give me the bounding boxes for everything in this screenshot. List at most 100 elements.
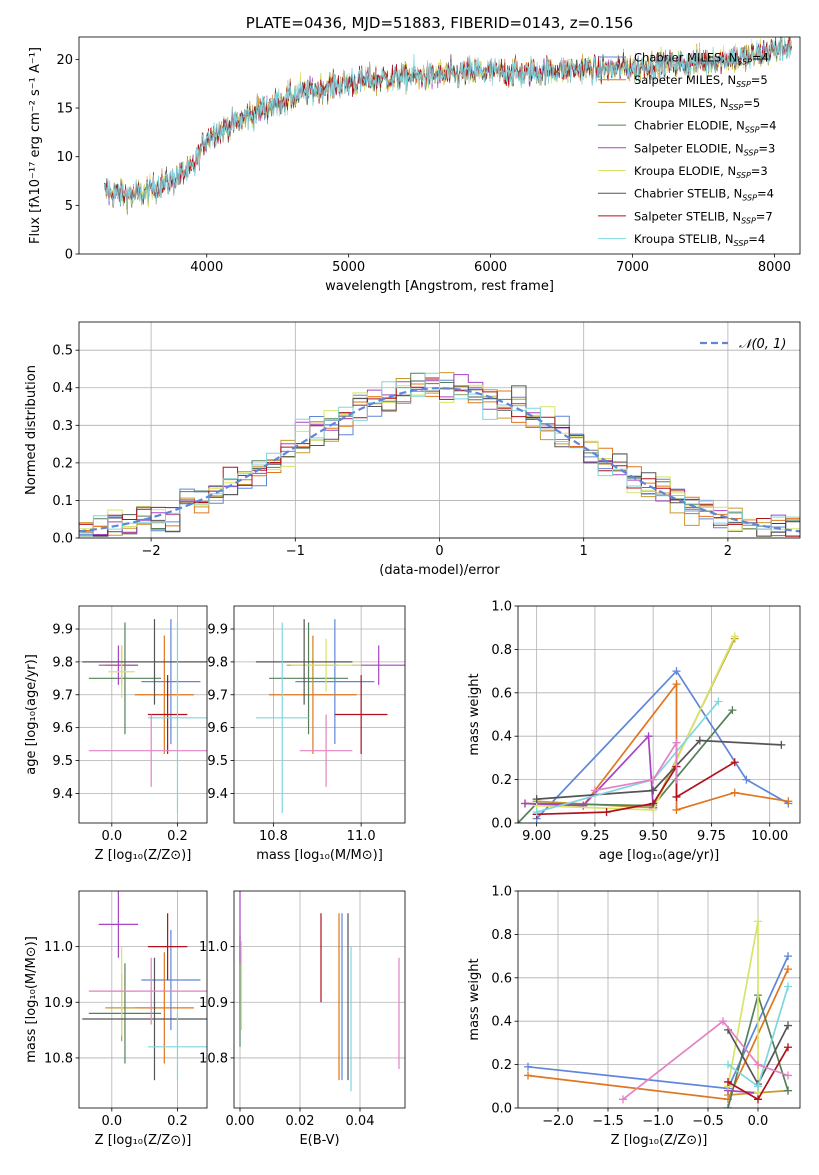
- weight-line: [535, 669, 789, 820]
- y-tick-label: 0.8: [491, 643, 512, 658]
- weight-marker: [730, 788, 739, 797]
- spectrum-frame: [78, 36, 801, 255]
- x-tick-label: 0.04: [346, 1114, 375, 1129]
- y-tick-label: 0.6: [491, 686, 512, 701]
- weight-marker: [784, 965, 792, 974]
- x-tick-label: 4000: [190, 260, 223, 275]
- weight-marker: [724, 1104, 732, 1108]
- x-tick-label: −1.5: [592, 1114, 624, 1129]
- y-axis-label: age [log₁₀(age/yr)]: [24, 654, 39, 775]
- y-tick-label: 0.0: [52, 532, 73, 547]
- y-tick-label: 5: [65, 199, 73, 214]
- y-tick-label: 0.6: [491, 971, 512, 986]
- age-vs-mass-panel: 10.8 11.0 9.4 9.5 9.6 9.7 9.8 9.9 mass [log₁₀(M/…: [207, 605, 406, 863]
- y-axis-label: Flux [fλ10⁻¹⁷ erg cm⁻² s⁻¹ A⁻¹]: [28, 47, 43, 244]
- x-axis-label: Z [log₁₀(Z/Z⊙)]: [611, 1133, 708, 1148]
- weight-marker: [672, 775, 681, 784]
- weight-marker: [724, 1077, 732, 1086]
- y-tick-label: 10.9: [44, 996, 73, 1011]
- legend-label: 𝒩(0, 1): [739, 337, 786, 352]
- weight-marker: [784, 1071, 792, 1080]
- chart-title: PLATE=0436, MJD=51883, FIBERID=0143, z=0…: [246, 14, 633, 32]
- x-axis-label: Z [log₁₀(Z/Z⊙)]: [95, 848, 192, 863]
- y-tick-label: 9.5: [207, 754, 228, 769]
- mass-weight-vs-Z-panel: −2.0 −1.5 −1.0 −0.5 0.0 0.0 0.2 0.4 0.6 0.8 1.0 Z […: [467, 885, 801, 1148]
- weight-marker: [672, 667, 681, 676]
- weight-marker: [742, 775, 751, 784]
- x-tick-label: 5000: [332, 260, 365, 275]
- weight-marker: [590, 786, 599, 795]
- y-tick-label: 0.4: [491, 1015, 512, 1030]
- y-tick-label: 10.8: [199, 1051, 228, 1066]
- x-tick-label: 2: [724, 544, 732, 559]
- legend-label: Chabrier MILES, NSSP=4: [634, 51, 769, 67]
- mass-vs-ebv-plot-area: [239, 891, 400, 1092]
- y-tick-label: 9.9: [52, 623, 73, 638]
- mass-weight-vs-age-plot-area: [518, 632, 793, 823]
- x-axis-label: age [log₁₀(age/yr)]: [599, 848, 720, 863]
- y-tick-label: 9.4: [52, 787, 73, 802]
- weight-marker: [719, 1017, 727, 1026]
- x-tick-label: 0.2: [167, 1114, 188, 1129]
- legend-label: Salpeter STELIB, NSSP=7: [634, 209, 773, 225]
- mass-weight-vs-Z-plot-area: [524, 917, 792, 1108]
- y-tick-label: 0.1: [52, 494, 73, 509]
- mass-weight-vs-age-panel: 9.00 9.25 9.50 9.75 10.00 0.0 0.2 0.4 0.6 0.8 1.0 a…: [467, 600, 801, 863]
- x-tick-label: 10.8: [259, 829, 288, 844]
- y-tick-label: 11.0: [44, 940, 73, 955]
- x-axis-label: E(B-V): [299, 1133, 339, 1148]
- weight-marker: [784, 797, 793, 806]
- weight-line: [536, 761, 736, 816]
- y-tick-label: 0.5: [52, 344, 73, 359]
- weight-marker: [644, 732, 653, 741]
- x-tick-label: 0: [435, 544, 443, 559]
- y-tick-label: 9.4: [207, 787, 228, 802]
- x-tick-label: −2.0: [542, 1114, 574, 1129]
- age-vs-Z-panel: 0.0 0.2 9.4 9.5 9.6 9.7 9.8 9.9 Z [log₁₀(Z/Z⊙)] a…: [24, 605, 208, 863]
- weight-marker: [695, 736, 704, 745]
- y-axis-label: Normed distribution: [24, 365, 39, 495]
- weight-marker: [520, 799, 529, 808]
- weight-marker: [649, 775, 658, 784]
- x-tick-label: 0.0: [101, 829, 122, 844]
- y-tick-label: 0: [65, 248, 73, 263]
- x-tick-label: 11.0: [347, 829, 376, 844]
- weight-line: [518, 709, 734, 823]
- weight-marker: [754, 1082, 762, 1091]
- weight-line: [524, 734, 655, 808]
- y-axis-label: mass weight: [467, 673, 482, 755]
- y-tick-label: 0.2: [52, 456, 73, 471]
- mass-weight-vs-Z-frame: [517, 890, 801, 1109]
- x-tick-label: 7000: [616, 260, 649, 275]
- legend-label: Kroupa STELIB, NSSP=4: [634, 232, 765, 248]
- weight-marker: [784, 982, 792, 991]
- normal-curve: [79, 386, 800, 533]
- y-tick-label: 10.9: [199, 996, 228, 1011]
- x-tick-label: 9.75: [697, 829, 726, 844]
- y-tick-label: 9.9: [207, 623, 228, 638]
- x-axis-label: mass [log₁₀(M/M⊙)]: [256, 848, 383, 863]
- residuals-plot-area: [79, 372, 800, 538]
- weight-marker: [730, 632, 739, 641]
- y-tick-label: 11.0: [199, 940, 228, 955]
- mass-vs-Z-frame: [78, 890, 208, 1109]
- spectrum-line: [104, 37, 792, 212]
- y-tick-label: 0.0: [491, 1102, 512, 1117]
- x-tick-label: 9.25: [580, 829, 609, 844]
- y-tick-label: 20: [56, 53, 73, 68]
- x-tick-label: −0.5: [692, 1114, 724, 1129]
- weight-marker: [714, 697, 723, 706]
- age-vs-mass-plot-area: [255, 619, 405, 814]
- weight-marker: [649, 786, 658, 795]
- x-tick-label: 0.00: [226, 1114, 255, 1129]
- weight-line: [524, 681, 789, 812]
- y-tick-label: 0.8: [491, 928, 512, 943]
- legend-label: Kroupa ELODIE, NSSP=3: [634, 164, 768, 180]
- legend-label: Kroupa MILES, NSSP=5: [634, 96, 760, 112]
- age-vs-Z-frame: [78, 605, 208, 824]
- weight-line: [536, 700, 720, 813]
- legend-label: Salpeter ELODIE, NSSP=3: [634, 141, 775, 157]
- y-tick-label: 1.0: [491, 600, 512, 615]
- mass-vs-Z-plot-area: [82, 891, 207, 1081]
